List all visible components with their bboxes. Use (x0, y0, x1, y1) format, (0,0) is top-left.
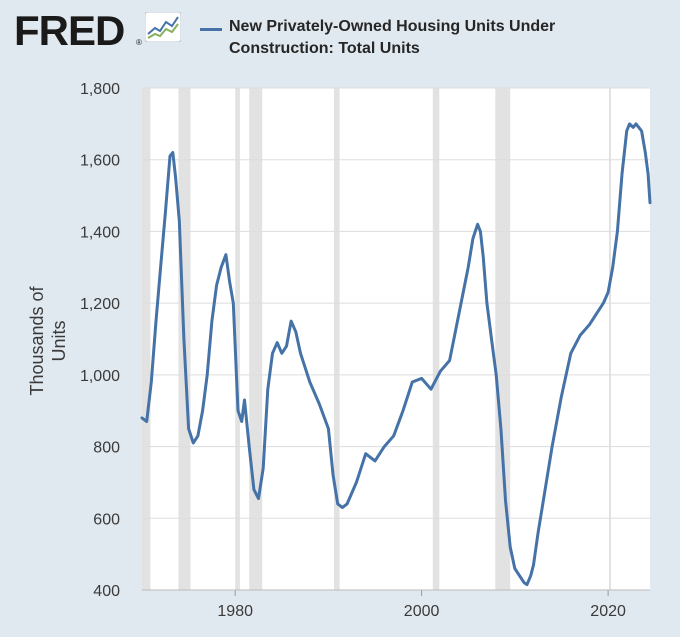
legend-label-line2: Construction: Total Units (229, 40, 420, 57)
legend-series-swatch (200, 28, 222, 31)
x-tick-label: 1980 (217, 603, 253, 620)
registered-mark: ® (136, 38, 142, 47)
y-tick-label: 1,000 (80, 368, 120, 385)
recession-band (249, 88, 263, 590)
recession-band (334, 88, 340, 590)
y-tick-label: 600 (93, 511, 120, 528)
recession-band (609, 88, 611, 590)
y-tick-label: 1,400 (80, 224, 120, 241)
y-tick-label: 400 (93, 583, 120, 600)
recession-band (495, 88, 511, 590)
plot-area (142, 88, 650, 590)
x-tick-label: 2020 (590, 603, 626, 620)
sparkline-icon (145, 12, 181, 42)
legend-label-line1: New Privately-Owned Housing Units Under (229, 18, 556, 35)
legend-series-label[interactable]: New Privately-Owned Housing Units Under … (229, 16, 649, 60)
series-line (140, 122, 652, 587)
recession-band (235, 88, 240, 590)
y-tick-label: 1,800 (80, 81, 120, 98)
y-tick-label: 800 (93, 440, 120, 457)
chart-header: FRED ® New Privately-Owned Housing Units… (0, 0, 680, 70)
x-tick-label: 2000 (404, 603, 440, 620)
recession-band (432, 88, 440, 590)
y-tick-label: 1,600 (80, 153, 120, 170)
recession-band (142, 88, 151, 590)
fred-logo[interactable]: FRED (14, 7, 125, 54)
y-tick-label: 1,200 (80, 296, 120, 313)
